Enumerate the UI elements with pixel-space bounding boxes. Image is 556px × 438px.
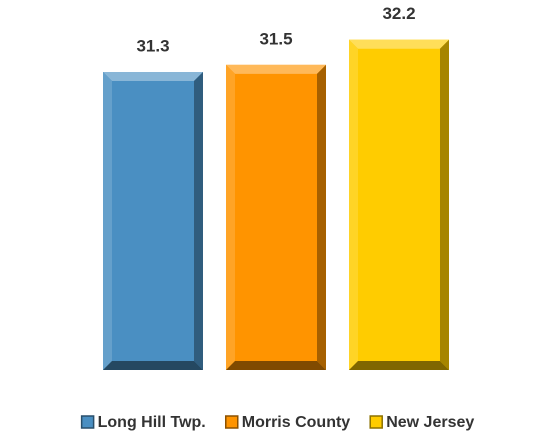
legend-swatch [369,415,383,429]
data-label: 31.3 [136,37,169,56]
legend-swatch [225,415,239,429]
bar-bevel-right [194,72,203,370]
data-label: 32.2 [382,4,415,23]
bar-bevel-top [349,39,449,49]
bar-bevel-bottom [349,361,449,370]
bar-bevel-bottom [103,361,203,370]
bar-bevel-right [317,64,326,370]
legend-swatch [80,415,95,429]
bar-bevel-left [349,39,358,370]
bar-bevel-left [103,72,112,370]
legend: Long Hill Twp. Morris County New Jersey [80,414,474,431]
data-label: 31.5 [259,29,292,48]
legend-label: Long Hill Twp. [98,414,206,431]
bar-bevel-left [226,64,235,370]
bar [349,39,449,370]
bar [226,64,326,370]
bar-bevel-top [103,72,203,82]
legend-label: New Jersey [386,414,474,431]
bar [103,72,203,370]
bar-bevel-right [440,39,449,370]
bar-bevel-bottom [226,361,326,370]
legend-label: Morris County [242,414,351,431]
bar-bevel-top [226,64,326,74]
